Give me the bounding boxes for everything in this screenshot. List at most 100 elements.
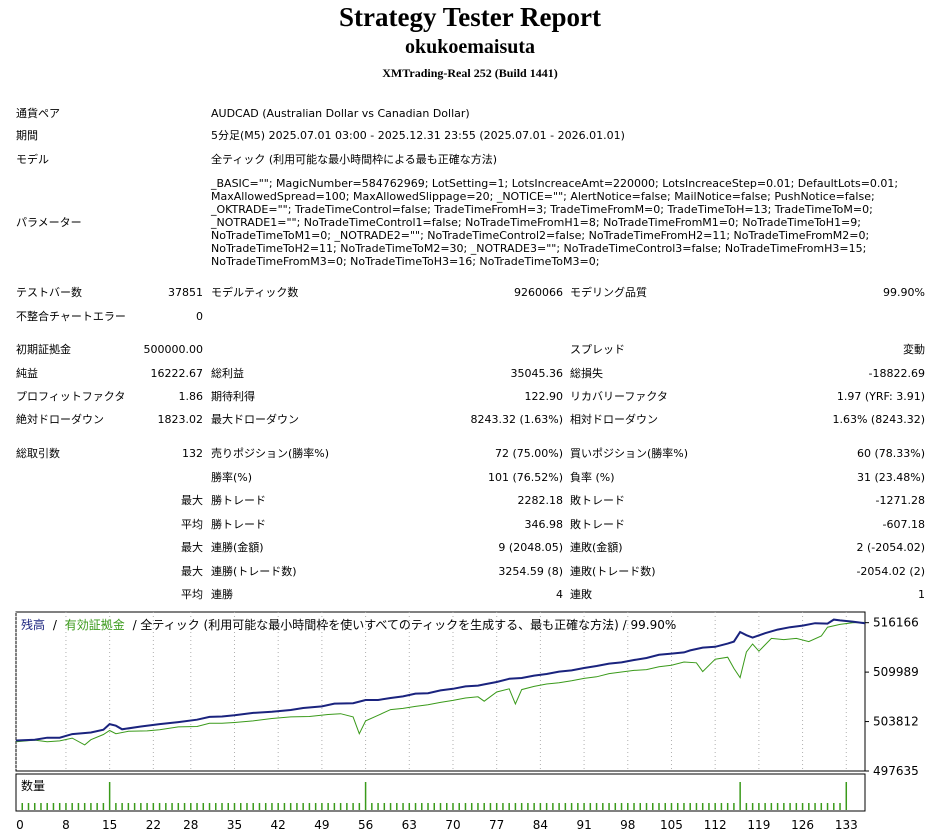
stat-label: 不整合チャートエラー bbox=[16, 310, 126, 323]
y-tick-label: 509989 bbox=[873, 665, 919, 679]
stat-value: 122.90 bbox=[524, 390, 564, 403]
stats-row-mismatch: 不整合チャートエラー 0 bbox=[0, 307, 940, 327]
stat-prefix: 最大 bbox=[181, 494, 203, 507]
parameters-value: _BASIC=""; MagicNumber=584762969; LotSet… bbox=[211, 177, 899, 268]
info-label: 通貨ペア bbox=[16, 107, 60, 120]
info-value: 5分足(M5) 2025.07.01 03:00 - 2025.12.31 23… bbox=[211, 129, 625, 142]
stat-label: 連勝(金額) bbox=[211, 541, 264, 554]
stat-value: 変動 bbox=[903, 343, 925, 356]
stat-label: 負率 (%) bbox=[570, 471, 615, 484]
stats-row-drawdown: 絶対ドローダウン 1823.02 最大ドローダウン 8243.32 (1.63%… bbox=[0, 410, 940, 430]
stat-value: 132 bbox=[182, 447, 203, 460]
stat-label: 連敗(金額) bbox=[570, 541, 623, 554]
parameters-label: パラメーター bbox=[16, 216, 82, 229]
stats-row-deposit: 初期証拠金 500000.00 スプレッド 変動 bbox=[0, 340, 940, 360]
stat-label: テストバー数 bbox=[16, 286, 82, 299]
stat-label: 連勝 bbox=[211, 588, 233, 601]
x-tick-label: 98 bbox=[620, 818, 635, 832]
stat-value: 0 bbox=[196, 310, 203, 323]
stat-value: 1823.02 bbox=[157, 413, 204, 426]
y-tick-label: 516166 bbox=[873, 616, 919, 630]
x-tick-label: 84 bbox=[533, 818, 548, 832]
stat-label: 敗トレード bbox=[570, 518, 625, 531]
stat-value: 8243.32 (1.63%) bbox=[470, 413, 563, 426]
x-tick-label: 105 bbox=[660, 818, 683, 832]
stats-row-max-consec-count: 最大 連勝(トレード数) 3254.59 (8) 連敗(トレード数) -2054… bbox=[0, 562, 940, 582]
stat-label: 連敗 bbox=[570, 588, 592, 601]
legend-separator: / bbox=[53, 618, 58, 632]
stats-row-avg-trade: 平均 勝トレード 346.98 敗トレード -607.18 bbox=[0, 515, 940, 535]
legend-description: / 全ティック (利用可能な最小時間枠を使いすべてのティックを生成する、最も正確… bbox=[133, 617, 677, 632]
stat-label: 勝トレード bbox=[211, 494, 266, 507]
y-tick-label: 497635 bbox=[873, 764, 919, 778]
chart-legend: 残高 / 有効証拠金 / 全ティック (利用可能な最小時間枠を使いすべてのティッ… bbox=[21, 617, 676, 632]
stat-value: 1 bbox=[918, 588, 925, 601]
stat-value: 9260066 bbox=[514, 286, 563, 299]
volume-bars bbox=[21, 782, 848, 810]
y-axis: 516166 509989 503812 497635 bbox=[865, 616, 919, 778]
stat-label: 連勝(トレード数) bbox=[211, 565, 297, 578]
stat-value: 4 bbox=[556, 588, 563, 601]
stat-label: モデルティック数 bbox=[211, 286, 299, 299]
stat-prefix: 平均 bbox=[181, 588, 203, 601]
stat-label: 期待利得 bbox=[211, 390, 255, 403]
stat-label: 総取引数 bbox=[16, 447, 60, 460]
y-tick-label: 503812 bbox=[873, 715, 919, 729]
stat-value: 35045.36 bbox=[510, 367, 564, 380]
stat-value: -1271.28 bbox=[875, 494, 925, 507]
chart-main-frame bbox=[15, 611, 866, 772]
stat-value: 9 (2048.05) bbox=[498, 541, 563, 554]
x-tick-label: 133 bbox=[835, 818, 858, 832]
legend-equity: 有効証拠金 bbox=[65, 617, 125, 632]
stat-label: 連敗(トレード数) bbox=[570, 565, 656, 578]
x-tick-label: 63 bbox=[402, 818, 417, 832]
x-tick-label: 42 bbox=[271, 818, 286, 832]
x-tick-label: 126 bbox=[791, 818, 814, 832]
stat-label: 総利益 bbox=[211, 367, 244, 380]
info-value: 全ティック (利用可能な最小時間枠による最も正確な方法) bbox=[211, 153, 498, 166]
info-label: 期間 bbox=[16, 129, 38, 142]
info-label: モデル bbox=[16, 153, 49, 166]
stats-row-max-trade: 最大 勝トレード 2282.18 敗トレード -1271.28 bbox=[0, 491, 940, 511]
x-tick-label: 77 bbox=[489, 818, 504, 832]
stat-value: 31 (23.48%) bbox=[856, 471, 925, 484]
x-axis: 0 8 15 22 28 35 42 49 56 63 70 77 84 91 98 105 112 119 126… bbox=[16, 818, 858, 832]
x-tick-label: 112 bbox=[704, 818, 727, 832]
stat-value: 3254.59 (8) bbox=[498, 565, 563, 578]
stat-label: 買いポジション(勝率%) bbox=[570, 447, 689, 460]
stat-value: 1.97 (YRF: 3.91) bbox=[836, 390, 925, 403]
stats-row-winrate: 勝率(%) 101 (76.52%) 負率 (%) 31 (23.48%) bbox=[0, 468, 940, 488]
info-value: AUDCAD (Australian Dollar vs Canadian Do… bbox=[211, 107, 470, 120]
report-title: Strategy Tester Report bbox=[339, 2, 601, 32]
stats-row-trades: 総取引数 132 売りポジション(勝率%) 72 (75.00%) 買いポジショ… bbox=[0, 444, 940, 464]
stat-label: リカバリーファクタ bbox=[570, 390, 668, 403]
equity-line bbox=[15, 621, 866, 746]
stat-value: 2 (-2054.02) bbox=[856, 541, 925, 554]
stat-value: -607.18 bbox=[882, 518, 925, 531]
stat-value: 346.98 bbox=[524, 518, 564, 531]
stat-value: 1.86 bbox=[178, 390, 204, 403]
stat-value: 60 (78.33%) bbox=[856, 447, 925, 460]
info-row-period: 期間 5分足(M5) 2025.07.01 03:00 - 2025.12.31… bbox=[0, 126, 940, 146]
stat-value: 16222.67 bbox=[150, 367, 204, 380]
x-tick-label: 28 bbox=[183, 818, 198, 832]
x-tick-label: 0 bbox=[16, 818, 24, 832]
balance-chart: 残高 / 有効証拠金 / 全ティック (利用可能な最小時間枠を使いすべてのティッ… bbox=[15, 611, 919, 832]
stat-value: 1.63% (8243.32) bbox=[832, 413, 925, 426]
stat-label: 最大ドローダウン bbox=[211, 413, 299, 426]
legend-balance: 残高 bbox=[21, 617, 45, 632]
x-tick-label: 119 bbox=[747, 818, 770, 832]
stat-value: -18822.69 bbox=[868, 367, 925, 380]
stat-label: 勝トレード bbox=[211, 518, 266, 531]
stat-label: 絶対ドローダウン bbox=[16, 413, 104, 426]
x-tick-label: 22 bbox=[146, 818, 161, 832]
x-tick-label: 49 bbox=[314, 818, 329, 832]
report-account-name: okukoemaisuta bbox=[404, 36, 536, 58]
stats-row-net: 純益 16222.67 総利益 35045.36 総損失 -18822.69 bbox=[0, 364, 940, 384]
stat-label: プロフィットファクタ bbox=[16, 390, 126, 403]
x-tick-label: 35 bbox=[227, 818, 242, 832]
stats-row-avg-consec: 平均 連勝 4 連敗 1 bbox=[0, 585, 940, 605]
x-tick-label: 91 bbox=[576, 818, 591, 832]
x-tick-label: 15 bbox=[102, 818, 117, 832]
stat-label: 売りポジション(勝率%) bbox=[211, 447, 330, 460]
